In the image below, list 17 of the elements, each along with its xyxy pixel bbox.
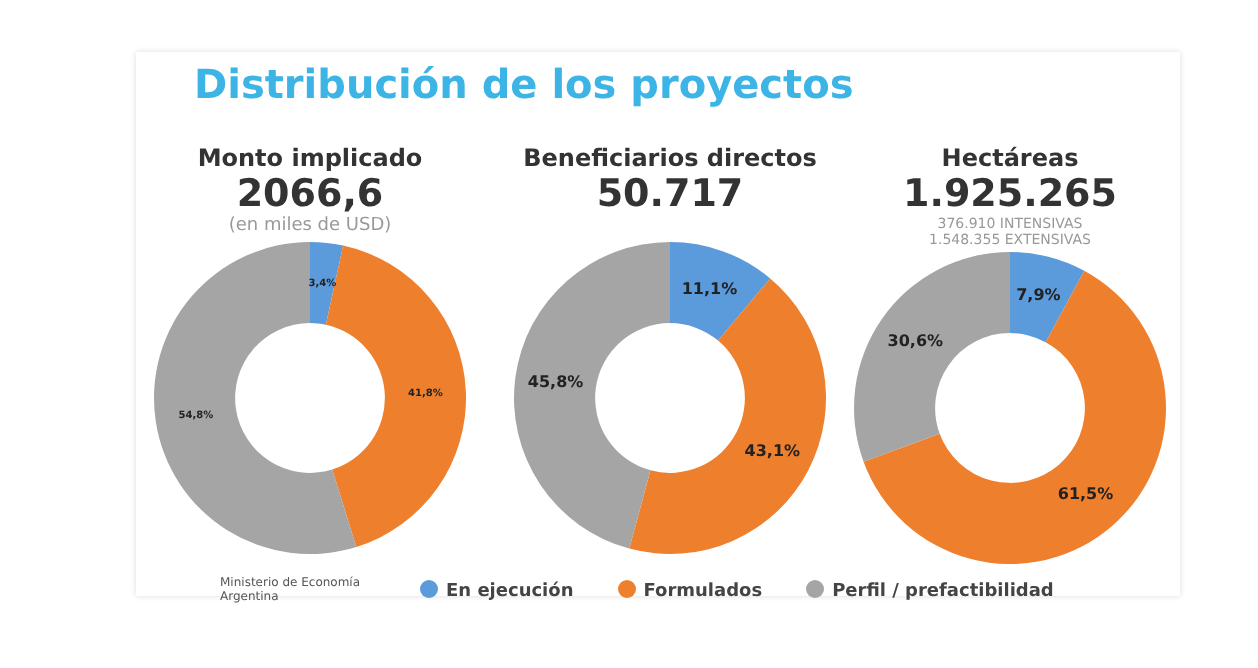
chart-title: Beneficiarios directos [521,144,819,174]
chart-subtitle: 2066,6 [234,172,386,216]
data-label: 11,1% [681,279,738,298]
legend-label: En ejecución [446,582,574,602]
data-label: 30,6% [887,332,944,351]
chart-title: Monto implicado [195,144,425,174]
data-label: 61,5% [1057,485,1114,504]
legend-label: Perfil / prefactibilidad [832,582,1054,602]
text: Distribución de los proyectos [194,60,854,108]
chart-subtitle: 50.717 [594,172,746,216]
data-label: 43,1% [744,441,801,460]
data-label: 45,8% [527,372,584,391]
chart-subtitle: 1.925.265 [901,172,1119,216]
chart-title: Hectáreas [939,144,1081,174]
text: (en miles de USD) [226,216,394,238]
legend-label: Formulados [643,582,763,602]
data-label: 7,9% [1016,286,1061,305]
